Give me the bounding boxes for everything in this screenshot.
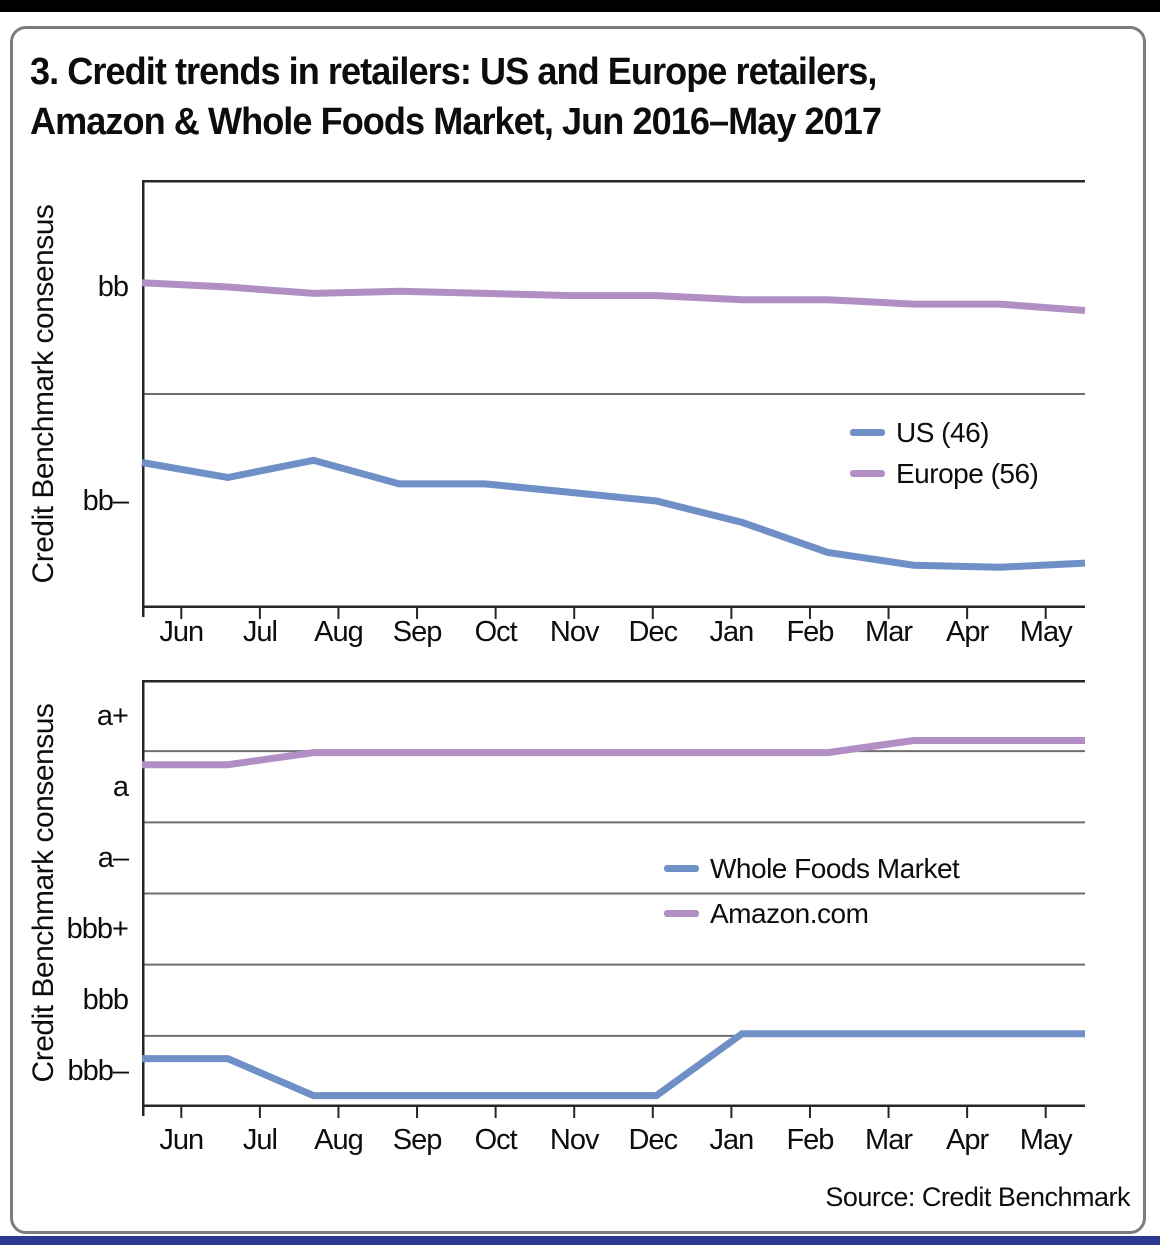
x-tick-label: Jun — [159, 1124, 204, 1156]
legend-label-europe: Europe (56) — [896, 457, 1039, 489]
bottom-edge-bar — [0, 1236, 1160, 1245]
legend-item-us: US (46) — [850, 412, 1038, 453]
x-tick-label: May — [1019, 616, 1073, 648]
legend-label-us: US (46) — [896, 416, 989, 448]
x-tick-label: Sep — [392, 1124, 443, 1156]
x-tick-label: Jul — [242, 616, 278, 648]
source-note: Source: Credit Benchmark — [825, 1182, 1130, 1212]
x-tick-label: May — [1019, 1124, 1073, 1156]
x-tick-label: Mar — [865, 1124, 913, 1156]
x-tick-label: Feb — [786, 616, 834, 648]
y-tick-label: bbb– — [67, 1055, 129, 1088]
us-line-swatch — [850, 429, 885, 436]
x-tick-label: Nov — [549, 1124, 600, 1156]
y-tick-label: bbb — [82, 984, 129, 1017]
europe-56--line — [141, 279, 1086, 314]
x-tick-label: Feb — [786, 1124, 834, 1156]
x-tick-label: Dec — [628, 616, 678, 648]
x-tick-label: Mar — [865, 616, 913, 648]
x-tick-label: Oct — [474, 1124, 518, 1156]
figure-title-line2: Amazon & Whole Foods Market, Jun 2016–Ma… — [30, 101, 882, 143]
whole-foods-line-swatch — [664, 865, 699, 872]
chart-panel-border — [10, 26, 1146, 1234]
x-tick-label: Apr — [946, 616, 989, 648]
x-tick-label: Jun — [159, 616, 204, 648]
legend-item-europe: Europe (56) — [850, 453, 1039, 494]
y-tick-label: a — [112, 770, 129, 803]
amazon-com-line — [142, 737, 1085, 769]
legend-top-chart: US (46) Europe (56) — [850, 412, 1039, 494]
legend-label-amazon: Amazon.com — [710, 897, 869, 929]
europe-line-swatch — [850, 470, 885, 477]
amazon-line-swatch — [664, 910, 699, 917]
bottom-chart-y-axis-labels: a+ a a– bbb+ bbb bbb– — [0, 680, 129, 1107]
y-tick-label: bb — [97, 271, 129, 303]
legend-bottom-chart: Whole Foods Market Amazon.com — [664, 846, 960, 936]
x-tick-label: Apr — [946, 1124, 989, 1156]
us-46--line — [141, 456, 1086, 571]
whole-foods-market-line — [142, 1030, 1085, 1100]
x-tick-label: Dec — [628, 1124, 678, 1156]
x-tick-label: Jan — [709, 1124, 754, 1156]
y-tick-label: a+ — [96, 699, 129, 732]
bottom-chart-x-axis-labels: Jun Jul Aug Sep Oct Nov Dec Jan Feb Mar Apr May — [142, 1124, 1085, 1160]
top-chart-plot-area — [141, 180, 1086, 619]
x-tick-label: Oct — [474, 616, 518, 648]
x-tick-label: Aug — [314, 1124, 364, 1156]
top-chart-x-axis-labels: Jun Jul Aug Sep Oct Nov Dec Jan Feb Mar Apr May — [142, 616, 1085, 652]
y-tick-label: bb– — [82, 485, 129, 517]
x-tick-label: Nov — [549, 616, 600, 648]
top-chart-y-axis-labels: bb bb– — [0, 180, 129, 608]
legend-item-whole-foods: Whole Foods Market — [664, 846, 960, 891]
top-edge-bar — [0, 0, 1160, 12]
x-tick-label: Jan — [709, 616, 754, 648]
bottom-chart-plot-area — [142, 680, 1085, 1118]
legend-item-amazon: Amazon.com — [664, 891, 959, 936]
y-tick-label: bbb+ — [66, 913, 129, 946]
legend-label-whole-foods: Whole Foods Market — [710, 852, 960, 884]
x-tick-label: Aug — [314, 616, 364, 648]
x-tick-label: Jul — [242, 1124, 278, 1156]
x-tick-label: Sep — [392, 616, 443, 648]
figure-title-line1: 3. Credit trends in retailers: US and Eu… — [30, 51, 877, 93]
figure-title: 3. Credit trends in retailers: US and Eu… — [30, 47, 882, 147]
y-tick-label: a– — [97, 841, 129, 874]
